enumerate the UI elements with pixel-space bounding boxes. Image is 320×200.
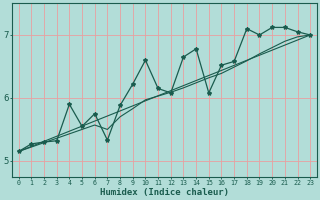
X-axis label: Humidex (Indice chaleur): Humidex (Indice chaleur) xyxy=(100,188,229,197)
